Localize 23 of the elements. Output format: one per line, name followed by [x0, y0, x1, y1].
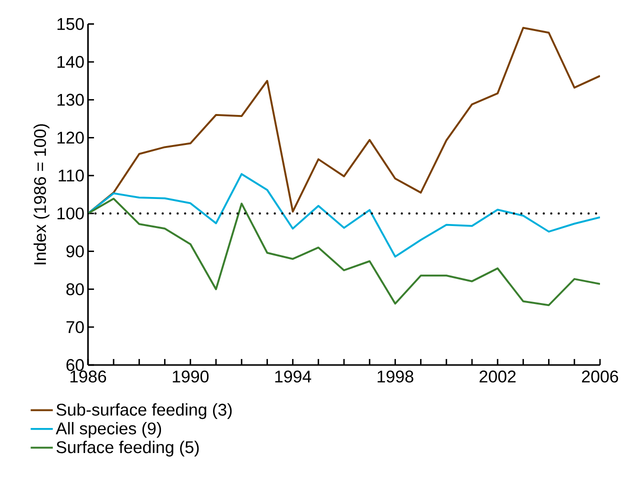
- y-tick-label: 110: [58, 170, 84, 182]
- line-series: [88, 173, 600, 258]
- x-tick-label: 1990: [172, 370, 209, 383]
- y-tick-label: 100: [58, 207, 84, 220]
- y-tick-label: 150: [58, 18, 84, 30]
- x-tick-label: 1986: [70, 370, 106, 383]
- y-tick-label: 60: [66, 359, 84, 371]
- legend-label: Sub-surface feeding (3): [56, 403, 232, 420]
- legend-label: All species (9): [56, 422, 162, 438]
- y-tick-label: 130: [58, 94, 84, 106]
- x-tick-label: 2002: [480, 370, 516, 383]
- y-tick-label: 120: [58, 132, 84, 144]
- y-tick-label: 90: [66, 245, 84, 258]
- y-tick-label: 140: [58, 56, 84, 68]
- legend-label: Surface feeding (5): [56, 440, 199, 457]
- y-tick-label: 70: [66, 321, 84, 334]
- y-tick-label: 80: [66, 283, 84, 296]
- x-tick-label: 1998: [378, 370, 414, 383]
- line-series: [88, 198, 600, 306]
- x-tick-label: 2006: [582, 370, 618, 383]
- x-tick-label: 1994: [275, 370, 312, 383]
- y-axis-title: Index (1986 = 100): [34, 124, 50, 264]
- line-series: [88, 26, 600, 214]
